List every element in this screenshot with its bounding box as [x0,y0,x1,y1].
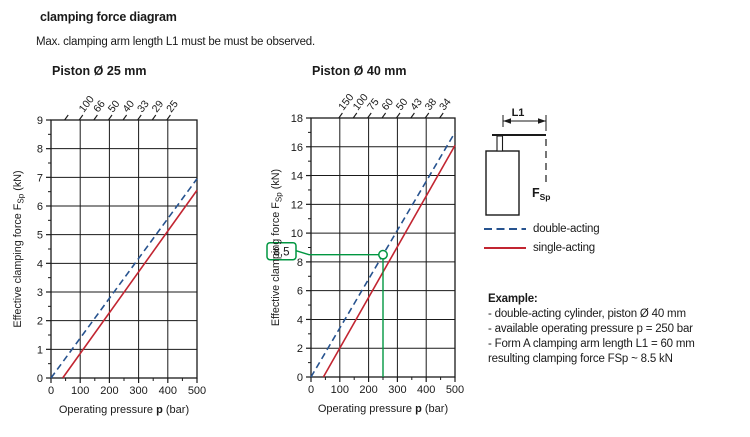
example-line: - Form A clamping arm length L1 = 60 mm [488,338,695,350]
dimension-label: L1 [512,107,525,119]
y-tick-label: 8 [37,144,43,156]
top-scale-tick [93,114,98,121]
legend-item-double-acting: double-acting [483,219,600,238]
chart-piston-40: 0 100 200 300 400 500024681012141618150100756… [266,64,464,415]
top-scale-tick [64,114,69,121]
annotation-marker [378,249,388,260]
y-tick-label: 8 [297,257,303,269]
chart-title: Piston Ø 40 mm [312,64,406,78]
example-line: - available operating pressure p = 250 b… [488,323,693,335]
y-tick-label: 6 [297,286,303,298]
top-scale-tick [151,114,157,121]
clamp-arm-figure: L1 FSp [470,100,590,235]
annotation-value: 8,5 [274,247,290,259]
chart-piston-25: 0 100 200 300 400 500012345678910066504033292… [12,64,206,416]
single-acting-line-sample [484,246,526,249]
top-scale-tick [439,112,444,119]
cylinder-drawing: L1 FSp [485,107,551,216]
top-scale-tick [424,112,430,119]
x-tick-label: 0 [308,384,314,396]
example-line: resulting clamping force FSp ~ 8.5 kN [488,353,673,365]
series-single-acting [62,189,198,379]
top-scale-tick [78,114,84,121]
y-axis-label: Effective clamping force FSp (kN) [270,169,284,326]
x-tick-label: 0 [48,385,54,397]
double-acting-line-sample [484,227,526,230]
force-label: FSp [532,186,551,202]
annotation-leader [295,250,379,256]
y-tick-label: 5 [37,230,43,242]
y-tick-label: 0 [37,373,43,385]
series-single-acting [322,144,456,378]
arrow-right [538,118,546,124]
top-scale-tick [137,114,142,121]
x-tick-label: 400 [417,384,435,396]
y-tick-label: 18 [291,113,303,125]
piston-rod [496,135,504,152]
x-tick-label: 300 [129,385,147,397]
x-axis-label: Operating pressure p (bar) [318,403,448,415]
x-tick-label: 400 [159,385,177,397]
top-scale-tick [410,112,415,119]
y-tick-label: 2 [297,343,303,355]
x-tick-label: 100 [71,385,89,397]
top-scale-tick [338,112,343,119]
example-heading: Example: [488,293,538,305]
top-scale-label: 34 [437,96,454,113]
y-tick-label: 12 [291,199,303,211]
x-tick-label: 200 [359,384,377,396]
top-scale-tick [381,112,387,119]
y-tick-label: 4 [37,258,43,270]
y-tick-label: 6 [37,201,43,213]
top-scale-tick [166,114,171,121]
top-scale-tick [107,114,113,121]
y-tick-label: 7 [37,172,43,184]
page-title: clamping force diagram [40,10,177,24]
y-tick-label: 10 [291,228,303,240]
y-axis-label: Effective clamping force FSp (kN) [12,170,26,327]
y-tick-label: 9 [37,115,43,127]
y-tick-label: 16 [291,142,303,154]
x-tick-label: 500 [188,385,206,397]
series-double-acting [50,178,198,379]
annotation-box [266,241,297,261]
y-tick-label: 3 [37,287,43,299]
x-tick-label: 200 [100,385,118,397]
top-scale-tick [122,114,128,121]
y-tick-label: 2 [37,316,43,328]
y-tick-label: 14 [291,171,303,183]
y-tick-label: 0 [297,372,303,384]
x-axis-label: Operating pressure p (bar) [59,404,189,416]
arrow-left [503,118,511,124]
legend-label: single-acting [533,241,595,254]
top-scale-tick [367,112,372,119]
example-line: - double-acting cylinder, piston Ø 40 mm [488,308,686,320]
x-tick-label: 100 [331,384,349,396]
top-scale-tick [352,112,358,119]
top-scale-label: 25 [164,98,181,115]
page-subtitle: Max. clamping arm length L1 must be must… [36,36,315,48]
chart-title: Piston Ø 25 mm [52,64,146,78]
x-tick-label: 300 [388,384,406,396]
legend-label: double-acting [533,222,600,235]
legend: double-acting single-acting [483,219,600,257]
legend-item-single-acting: single-acting [483,238,599,257]
y-tick-label: 1 [37,344,43,356]
top-scale-tick [395,112,401,119]
x-tick-label: 500 [446,384,464,396]
cylinder-body [485,150,520,216]
plot-border [50,119,198,379]
y-tick-label: 4 [297,314,303,326]
example-block: Example: - double-acting cylinder, pisto… [488,292,695,367]
